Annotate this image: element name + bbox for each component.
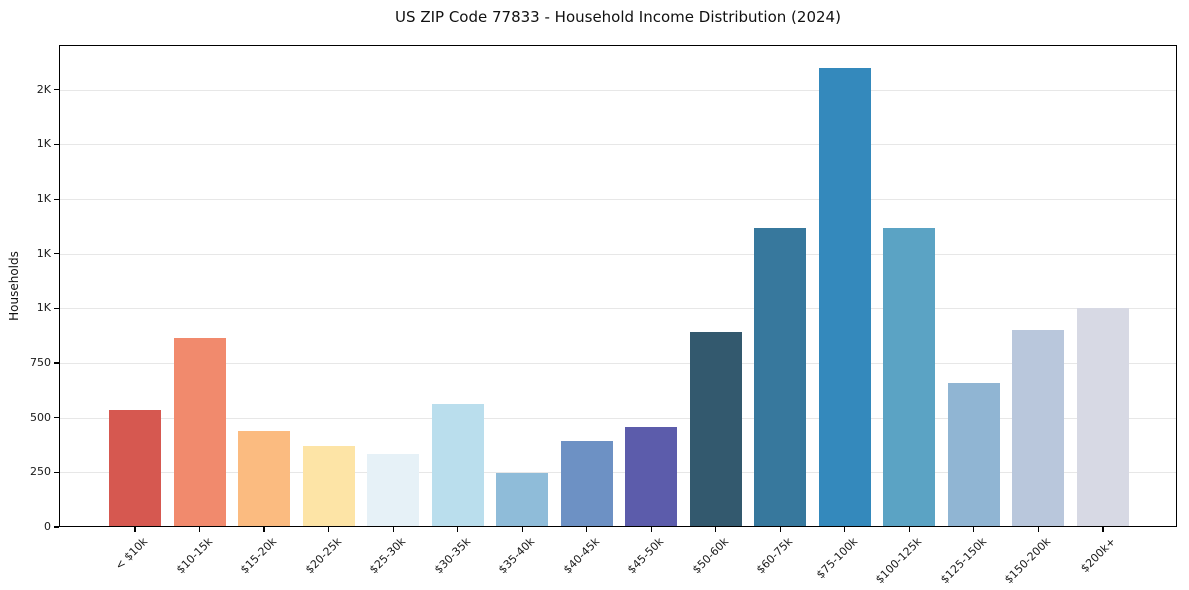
chart-title: US ZIP Code 77833 - Household Income Dis… [395,8,841,26]
y-tick-mark [54,198,59,200]
x-tick-mark [392,527,394,532]
y-tick-label: 1K [36,192,51,206]
plot-area [59,45,1177,527]
y-tick-mark [54,253,59,255]
x-tick-mark [457,527,459,532]
gridline [60,308,1176,310]
bar [883,228,936,526]
y-tick-label: 1K [36,301,51,315]
x-tick-mark [844,527,846,532]
x-tick-mark [586,527,588,532]
bar [818,67,871,526]
y-tick-mark [54,526,59,528]
gridline [60,253,1176,255]
x-tick-mark [779,527,781,532]
bar [1076,307,1129,526]
x-tick-mark [327,527,330,532]
bar [367,454,420,526]
bar [689,331,742,526]
bar [560,440,613,526]
x-tick-mark [134,527,136,532]
bar [238,431,291,526]
bar [625,426,678,526]
gridline [60,144,1176,146]
bar [1012,329,1065,526]
y-tick-mark [54,362,59,364]
gridline [60,417,1176,419]
x-tick-mark [263,527,265,532]
y-tick-label: 750 [30,356,51,370]
bar [754,228,807,526]
y-tick-mark [54,417,59,419]
x-tick-mark [521,527,523,532]
x-tick-mark [650,527,652,532]
y-tick-mark [54,89,59,91]
bar [431,403,484,526]
y-tick-label: 500 [30,410,51,424]
x-tick-mark [1037,527,1039,532]
bar [109,410,161,526]
x-tick-mark [715,527,717,532]
x-tick-mark [198,527,201,532]
y-tick-mark [54,143,59,146]
y-tick-label: 1K [36,137,51,151]
x-tick-mark [1102,527,1104,532]
bar [173,338,226,526]
gridline [60,472,1176,474]
x-tick-mark [973,527,975,532]
bar [302,446,355,526]
bar [496,472,549,526]
gridline [60,89,1176,91]
y-tick-label: 2K [36,82,51,96]
y-tick-label: 1K [36,246,51,260]
y-tick-label: 250 [30,465,51,479]
gridline [60,363,1176,365]
gridline [60,199,1176,201]
y-tick-mark [54,471,59,473]
y-tick-label: 0 [44,520,51,533]
bar [947,383,1000,526]
x-tick-mark [908,527,910,532]
y-tick-mark [54,307,59,309]
x-tick-label: < $10k [112,535,151,573]
